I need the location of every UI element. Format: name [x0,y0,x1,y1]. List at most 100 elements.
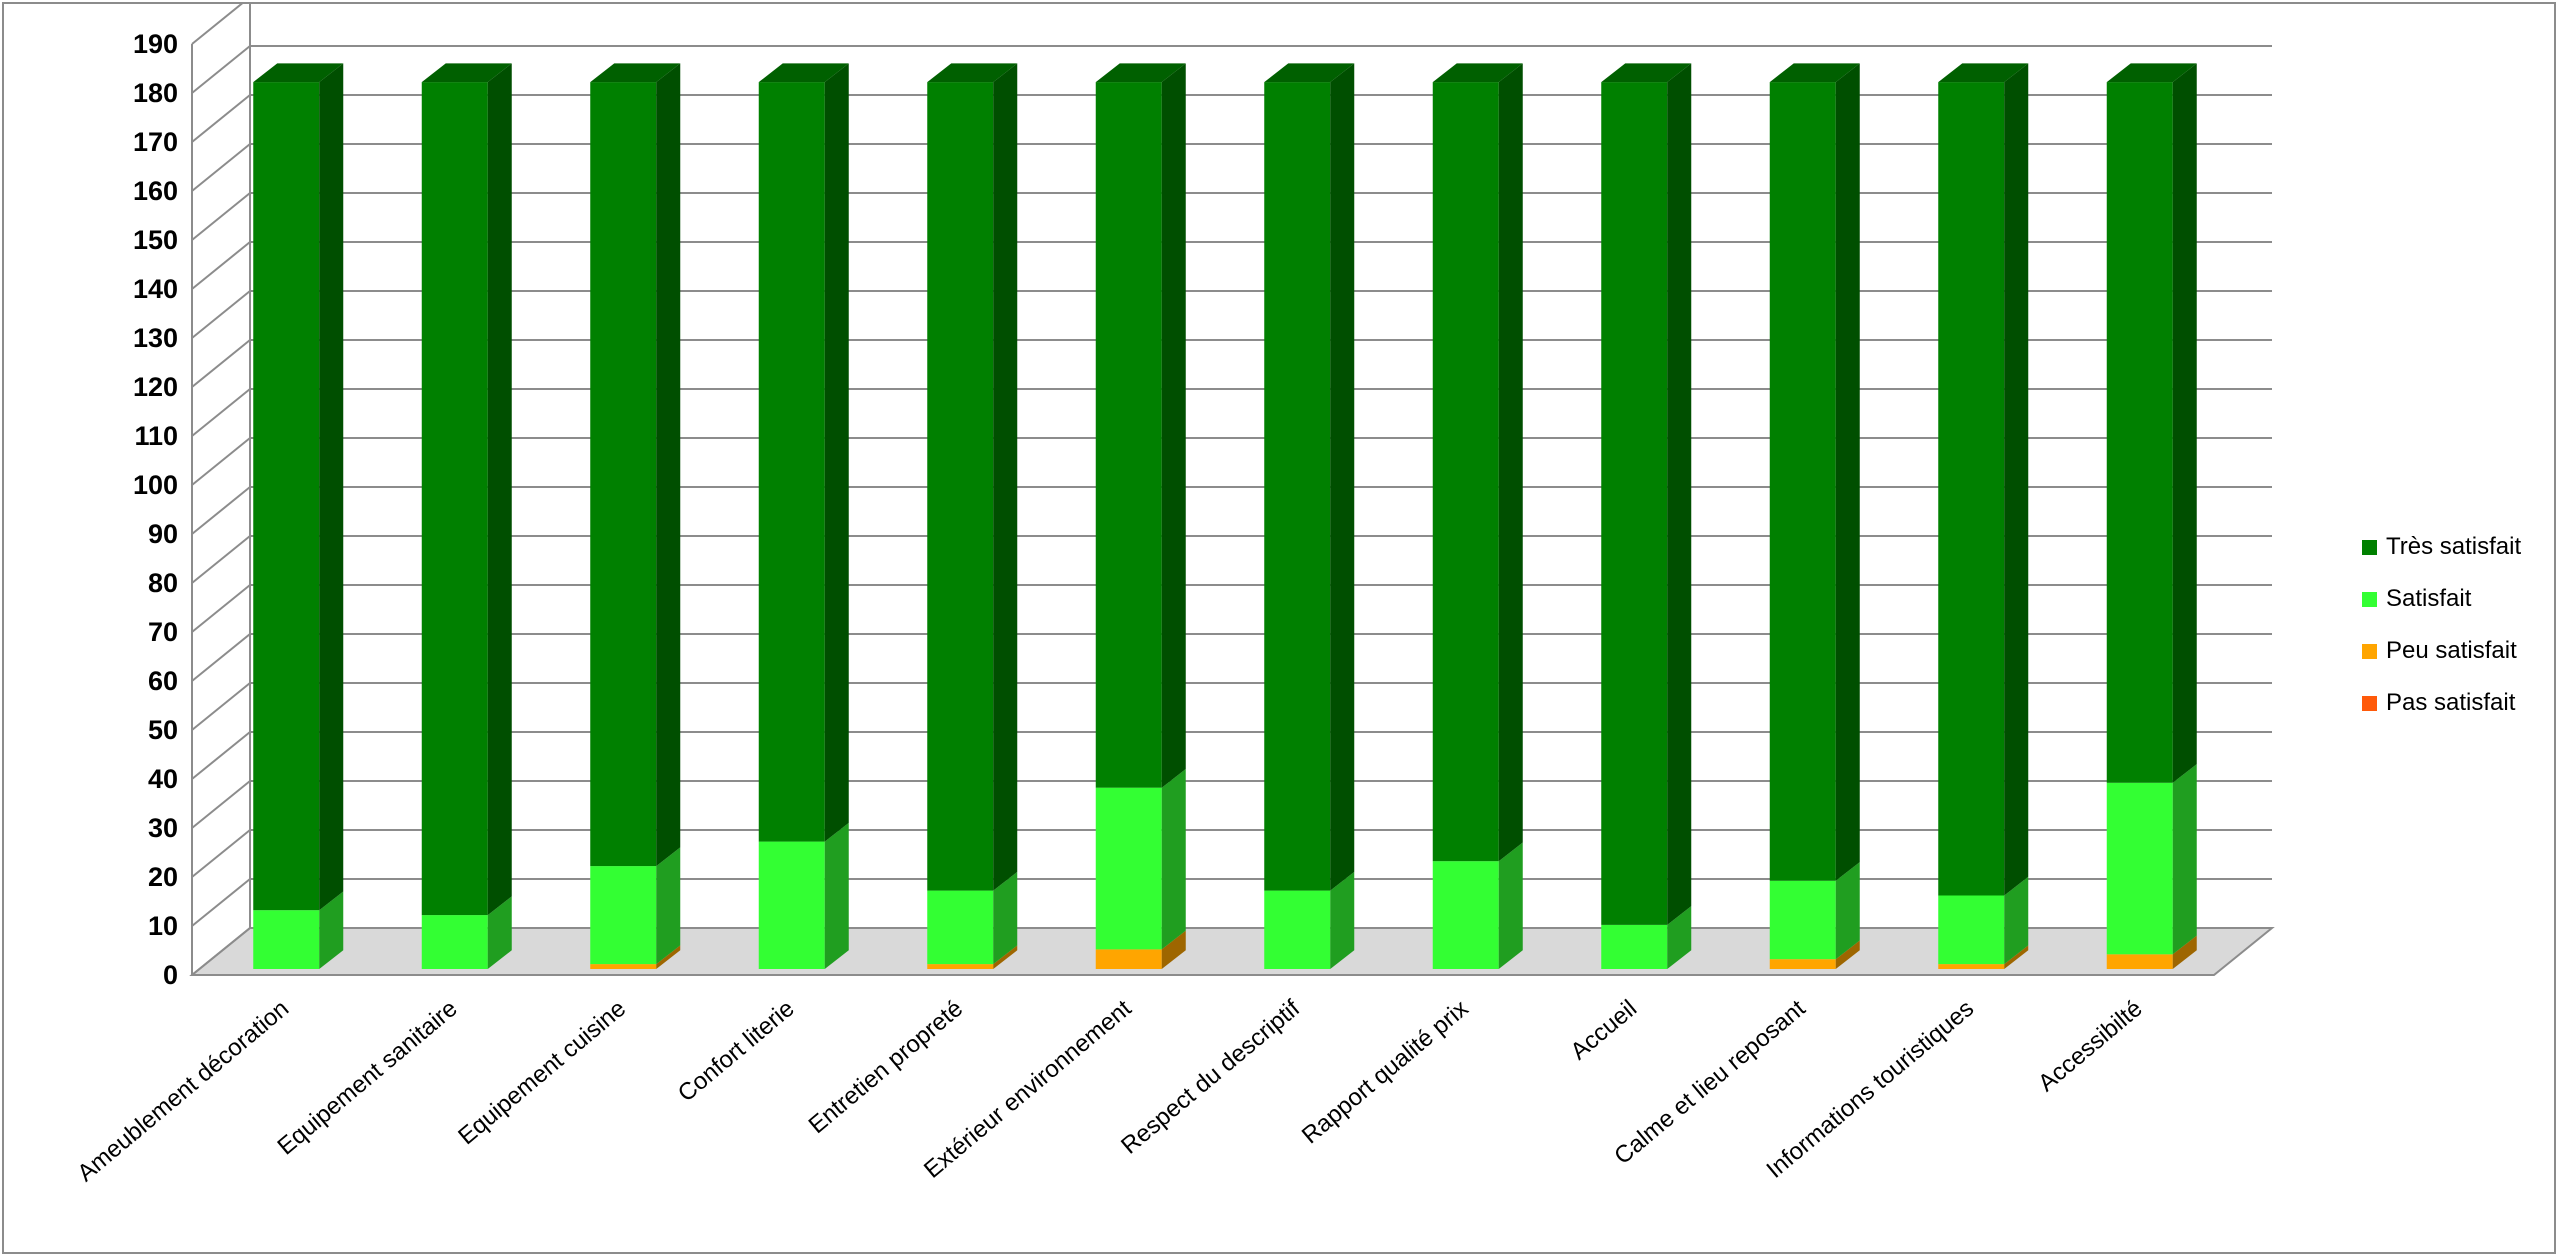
bar-segment [758,841,825,969]
x-tick-label: Ameublement décoration [72,995,294,1187]
gridline-side [191,829,251,878]
bar-segment-top [2106,63,2197,83]
bar-stack [758,63,849,969]
gridline-side [191,94,251,143]
gridline-side [191,192,251,241]
bar-segment [1095,787,1162,950]
x-tick-label: Equipement cuisine [453,995,631,1150]
bar-segment-side [487,896,512,969]
bar-segment [1769,82,1836,881]
y-tick-label: 130 [133,323,178,353]
bar-segment-top [253,63,344,83]
legend-swatch [2362,540,2377,555]
bars [253,63,2197,969]
bar-segment [253,82,320,911]
bar-segment [927,82,994,891]
gridline-side [191,388,251,437]
bar-segment-side [1161,930,1186,969]
x-tick-label: Calme et lieu reposant [1609,995,1811,1170]
gridline-side [191,927,251,976]
gridline-side [191,731,251,780]
gridline-side [191,339,251,388]
bar-segment [927,890,994,965]
bar-segment [1264,890,1331,969]
bar-segment-side [1667,63,1692,925]
gridline-side [191,4,243,45]
bar-segment [421,915,488,969]
bar-segment-top [1264,63,1355,83]
bar-stack [2106,63,2197,969]
bar-segment-side [319,891,344,969]
legend-label: Peu satisfait [2386,637,2517,664]
bar-segment-top [590,63,681,83]
y-tick-label: 30 [148,813,178,843]
legend-label: Pas satisfait [2386,689,2516,716]
bar-segment-side [2172,63,2197,783]
bar-segment [1095,949,1162,969]
bar-stack [1264,63,1355,969]
legend-item: Satisfait [2362,585,2472,612]
legend-swatch [2362,696,2377,711]
bar-segment-side [1330,871,1355,969]
bar-segment-side [993,871,1018,965]
y-tick-label: 150 [133,225,178,255]
x-tick-label: Entretien propreté [804,995,969,1139]
bar-stack [590,63,681,969]
y-tick-label: 100 [133,470,178,500]
gridline-side [191,780,251,829]
y-tick-label: 170 [133,127,178,157]
bar-stack [1601,63,1692,969]
y-tick-label: 190 [133,29,178,59]
bar-segment [1432,861,1499,969]
bar-segment [590,82,657,867]
x-tick-label: Accueil [1565,995,1642,1065]
bar-segment [1095,82,1162,788]
bar-segment-side [2172,935,2197,969]
legend-swatch [2362,644,2377,659]
y-axis-tick-labels: 0 10 20 30 40 50 60 70 80 90 100 110 120 130 140 150 160… [133,29,178,990]
bar-segment-side [2172,764,2197,955]
x-tick-label: Respect du descriptif [1116,995,1305,1160]
gridline-side [191,535,251,584]
x-tick-label: Equipement sanitaire [273,995,463,1161]
bar-segment [758,82,825,842]
bar-segment-top [1938,63,2029,83]
legend-item: Très satisfait [2362,533,2521,560]
bar-segment-side [1835,862,1860,960]
gridline-side [191,437,251,486]
bar-segment [590,964,657,969]
bar-segment [1432,82,1499,862]
bar-segment-top [1432,63,1523,83]
legend-swatch [2362,592,2377,607]
gridline-side [191,290,251,339]
y-tick-label: 110 [134,421,178,451]
bar-segment [1769,880,1836,960]
y-tick-label: 20 [148,862,178,892]
bar-segment-top [1095,63,1186,83]
bar-segment-side [2004,876,2029,965]
x-tick-label: Rapport qualité prix [1297,995,1474,1149]
y-tick-label: 0 [163,960,178,990]
bar-segment [253,910,320,969]
gridline-side [191,486,251,535]
stacked-bar-chart: 0 10 20 30 40 50 60 70 80 90 100 110 120 130 140 150 160… [72,4,2521,1187]
bar-stack [253,63,344,969]
legend-label: Satisfait [2386,585,2472,612]
bar-segment-side [993,63,1018,891]
gridline-side [191,241,251,290]
y-tick-label: 80 [148,568,178,598]
bar-stack [1432,63,1523,969]
bar-segment [927,964,994,969]
gridline-side [191,633,251,682]
y-tick-label: 10 [148,911,178,941]
y-tick-label: 120 [133,372,178,402]
bar-segment-side [1330,63,1355,891]
bar-segment-side [2004,63,2029,896]
bar-segment-side [319,63,344,911]
bar-segment-side [656,945,681,969]
gridline-side [191,878,251,927]
bar-stack [1938,63,2029,969]
y-tick-label: 40 [148,764,178,794]
